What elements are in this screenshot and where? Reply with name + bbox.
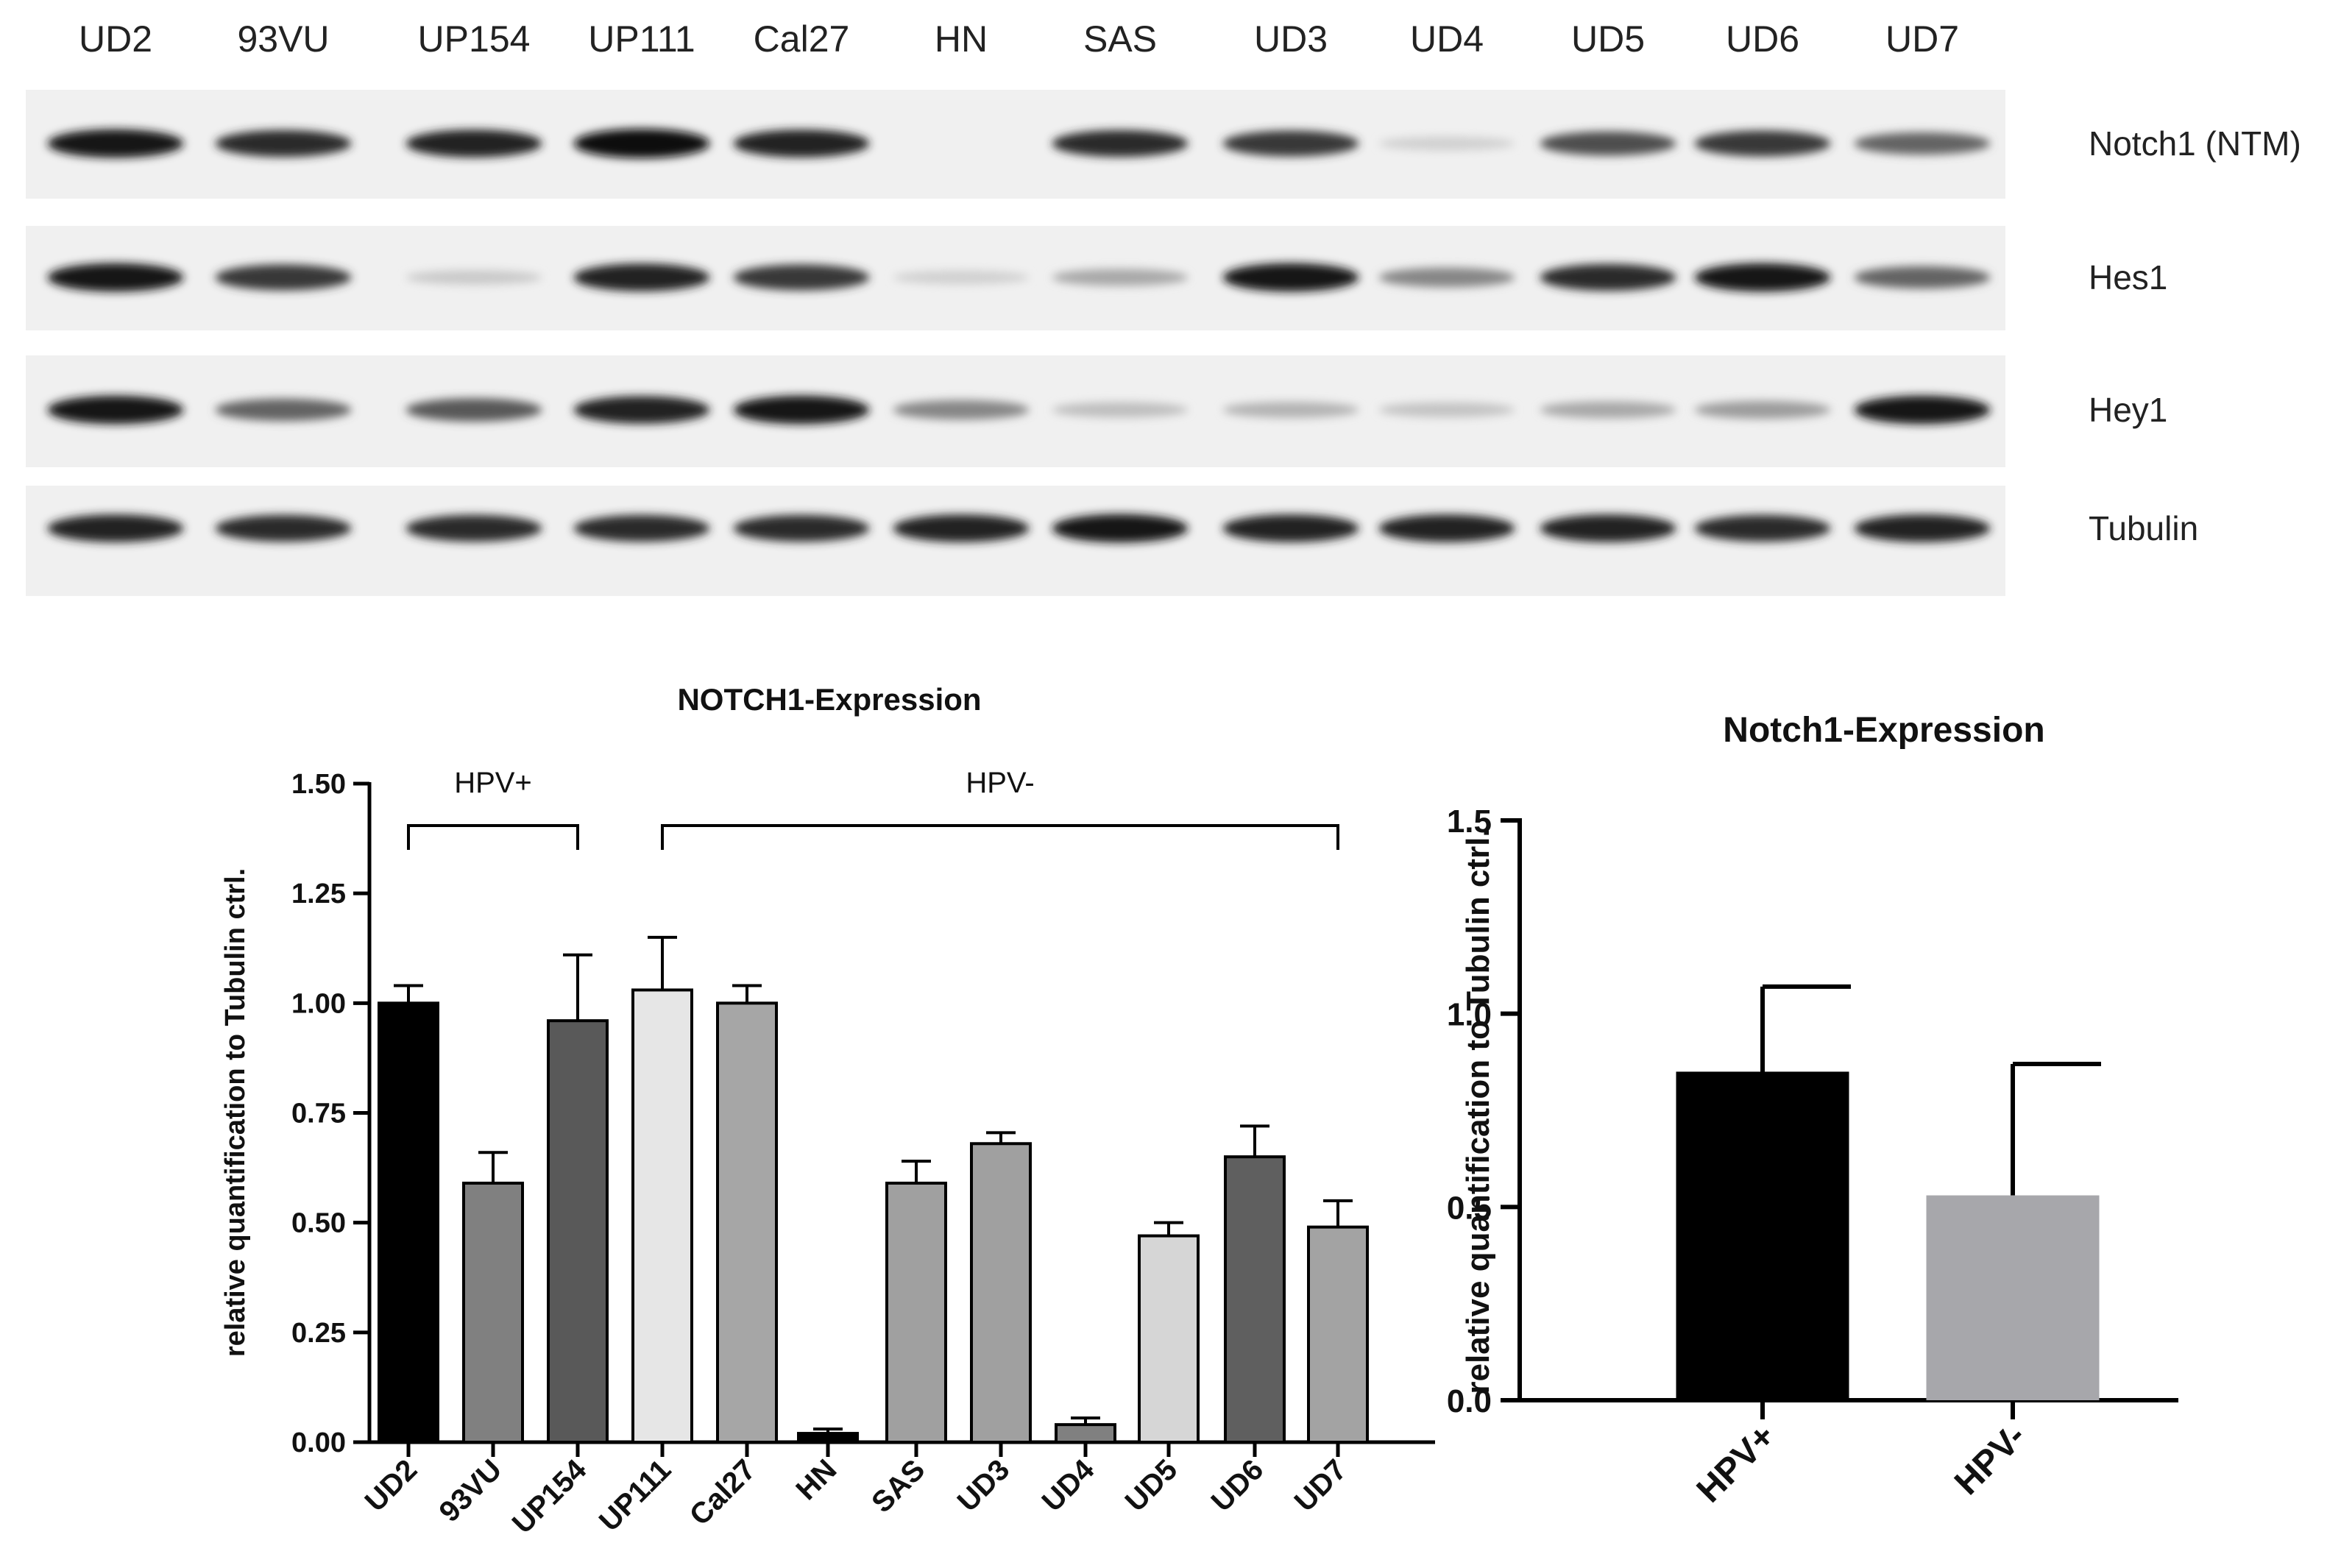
blot-band	[573, 263, 710, 291]
blot-band	[47, 263, 184, 292]
blot-band	[405, 130, 542, 157]
western-blot-panel: UD2 93VU UP154 UP111 Cal27 HN SAS UD3 UD4 UD5 UD6 U…	[26, 18, 2301, 596]
blot-band	[1694, 263, 1831, 292]
blot-row-label: Notch1 (NTM)	[2089, 124, 2301, 163]
y-tick-label: 1.00	[291, 988, 346, 1019]
blot-lane-label: Cal27	[754, 18, 850, 60]
blot-band	[1222, 263, 1359, 292]
blot-membrane	[26, 486, 2005, 596]
blot-band	[405, 270, 542, 285]
blot-lane-label: UD5	[1571, 18, 1645, 60]
group-bracket	[661, 824, 1339, 850]
group-bracket	[407, 824, 579, 850]
blot-band	[1540, 514, 1676, 542]
y-tick-label: 0.75	[291, 1099, 346, 1129]
blot-lane-label: UD7	[1885, 18, 1959, 60]
y-tick-label: 0.50	[291, 1208, 346, 1239]
blot-band	[1694, 514, 1831, 542]
blot-band	[1052, 269, 1189, 286]
blot-band	[1540, 263, 1676, 291]
blot-band	[1222, 402, 1359, 418]
blot-row-label: Hey1	[2089, 391, 2167, 429]
blot-band	[47, 514, 184, 542]
x-tick-label: HPV-	[1947, 1416, 2033, 1503]
bar	[378, 1001, 439, 1444]
blot-band	[733, 130, 870, 157]
chart-title: Notch1-Expression	[1723, 711, 2044, 750]
blot-band	[1052, 402, 1189, 418]
blot-band	[1694, 400, 1831, 419]
blot-band	[893, 400, 1030, 420]
blot-band	[47, 395, 184, 425]
bar	[1926, 1195, 2100, 1400]
bar	[1676, 1071, 1849, 1400]
blot-band	[215, 264, 352, 291]
bar	[1307, 1225, 1369, 1444]
y-tick-label: 0.0	[1447, 1383, 1492, 1419]
blot-band	[733, 395, 870, 425]
blot-band	[893, 270, 1030, 285]
blot-band	[893, 514, 1030, 542]
blot-band	[573, 514, 710, 542]
blot-band	[1540, 131, 1676, 156]
y-tick-label: 1.0	[1447, 997, 1492, 1033]
group-label: HPV+	[454, 767, 532, 799]
blot-lane-label: UD6	[1726, 18, 1799, 60]
blot-lane-label: HN	[935, 18, 988, 60]
blot-row-label: Hes1	[2089, 258, 2167, 297]
blot-lane-label: UD3	[1254, 18, 1328, 60]
blot-band	[733, 514, 870, 542]
y-tick-label: 0.00	[291, 1427, 346, 1458]
blot-band	[405, 398, 542, 422]
blot-band	[1378, 267, 1515, 288]
bar	[716, 1001, 778, 1444]
blot-band	[1540, 401, 1676, 419]
blot-band	[215, 398, 352, 422]
blot-lane-label: SAS	[1083, 18, 1157, 60]
blot-lane-label: UP111	[588, 18, 695, 60]
blot-band	[733, 264, 870, 291]
bar	[547, 1019, 609, 1444]
y-tick-label: 1.5	[1447, 803, 1492, 840]
bar	[970, 1142, 1032, 1444]
blot-band	[1854, 266, 1991, 289]
x-tick-label: HPV+	[1690, 1416, 1783, 1510]
blot-band	[405, 514, 542, 542]
y-axis-label: relative quantification to Tubulin ctrl.	[220, 868, 251, 1357]
blot-band	[1854, 132, 1991, 155]
blot-band	[1854, 514, 1991, 542]
blot-lane-label: 93VU	[237, 18, 329, 60]
blot-band	[1378, 136, 1515, 151]
y-tick-label: 0.25	[291, 1318, 346, 1349]
blot-band	[1052, 130, 1189, 157]
blot-band	[1222, 130, 1359, 157]
blot-lane-label: UD4	[1410, 18, 1484, 60]
blot-band	[1222, 514, 1359, 542]
y-tick-label: 0.5	[1447, 1190, 1492, 1226]
group-label: HPV-	[966, 767, 1034, 799]
blot-band	[573, 396, 710, 424]
blot-band	[215, 514, 352, 542]
blot-band	[1378, 514, 1515, 542]
blot-band	[47, 129, 184, 158]
blot-band	[1854, 395, 1991, 425]
blot-band	[1052, 514, 1189, 543]
y-tick-label: 1.50	[291, 769, 346, 800]
y-axis-label: relative quantification to Tubulin ctrl.	[1460, 828, 1496, 1394]
blot-band	[215, 130, 352, 157]
bar	[885, 1181, 947, 1444]
blot-band	[1378, 402, 1515, 418]
blot-lane-label: UD2	[79, 18, 152, 60]
blot-lane-label: UP154	[418, 18, 531, 60]
blot-row-label: Tubulin	[2089, 509, 2198, 547]
blot-band	[1694, 130, 1831, 157]
blot-band	[573, 129, 710, 158]
y-tick-label: 1.25	[291, 879, 346, 909]
bar	[631, 988, 693, 1444]
bar	[1138, 1234, 1200, 1444]
chart-title: NOTCH1-Expression	[677, 682, 981, 717]
